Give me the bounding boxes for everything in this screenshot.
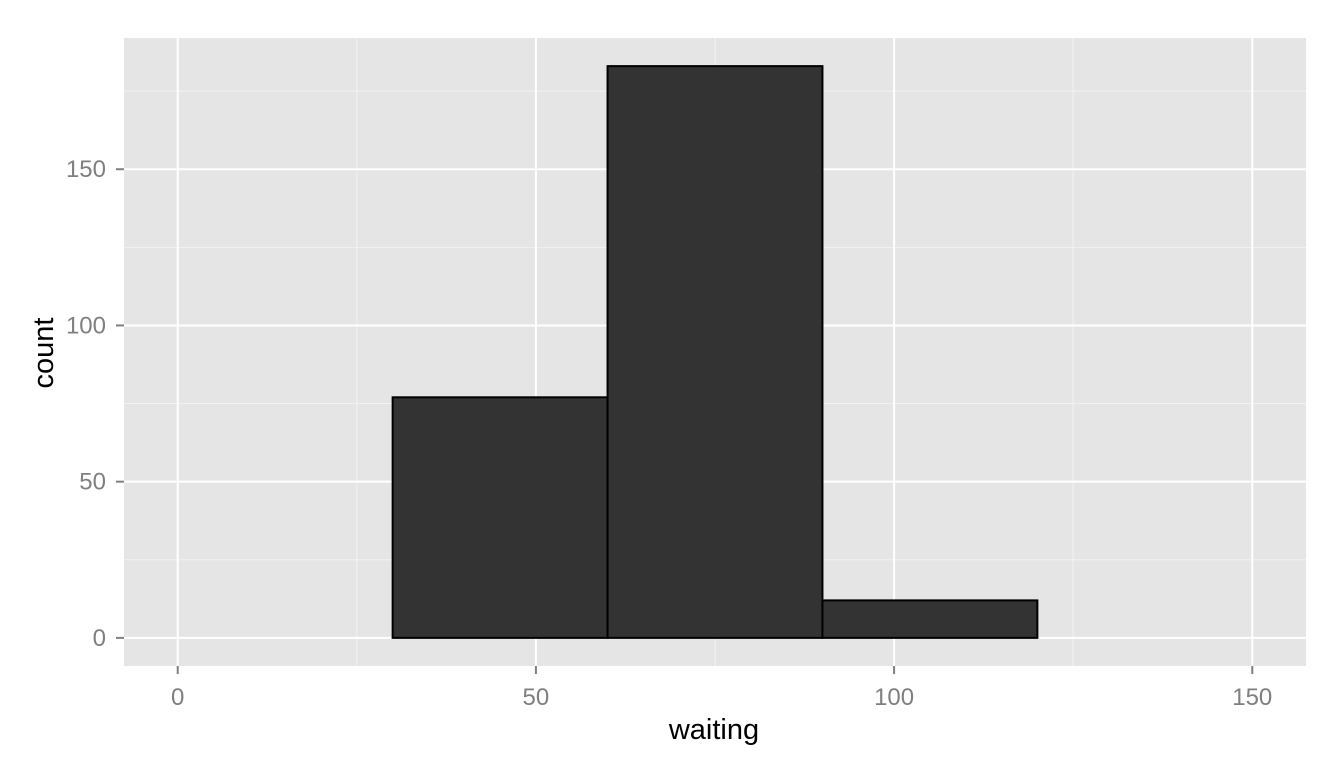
- histogram-bar: [821, 599, 1039, 639]
- histogram-bar: [391, 396, 609, 639]
- y-tick-label: 0: [93, 625, 106, 652]
- y-tick-label: 50: [79, 469, 106, 496]
- x-axis-ticks: 0 50 100 150: [171, 666, 1272, 711]
- x-axis-title: waiting: [668, 714, 759, 746]
- y-axis-ticks: 0 50 100 150: [66, 156, 124, 652]
- y-axis-title: count: [28, 318, 60, 389]
- y-tick-label: 100: [66, 312, 106, 339]
- y-tick-label: 150: [66, 156, 106, 183]
- x-tick-label: 0: [171, 684, 184, 711]
- x-tick-label: 150: [1232, 684, 1272, 711]
- histogram-bar: [606, 65, 824, 639]
- x-tick-label: 50: [523, 684, 550, 711]
- histogram-bars: [391, 65, 1039, 639]
- x-tick-label: 100: [874, 684, 914, 711]
